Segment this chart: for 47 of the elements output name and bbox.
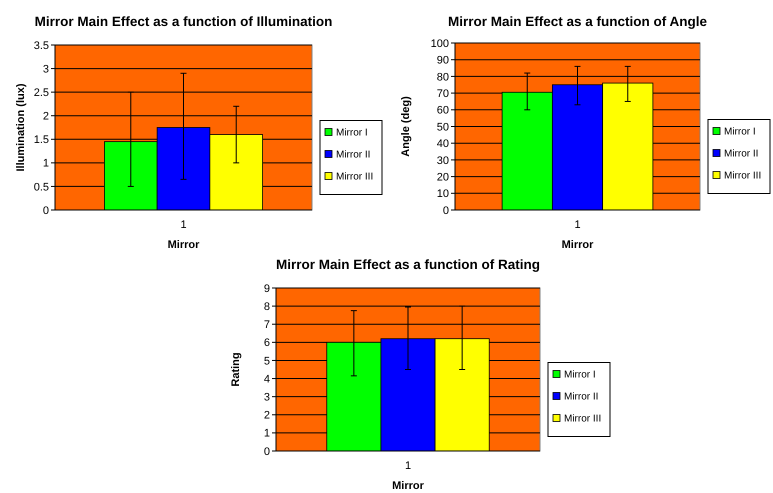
- y-tick-label: 0: [42, 204, 49, 217]
- chart-title: Mirror Main Effect as a function of Angle: [448, 14, 708, 29]
- y-tick-label: 9: [264, 282, 270, 295]
- y-tick-label: 3.5: [34, 40, 49, 52]
- y-tick-label: 20: [436, 171, 449, 184]
- y-tick-label: 80: [436, 71, 449, 84]
- y-tick-label: 2: [42, 110, 49, 123]
- legend-label: Mirror III: [564, 414, 602, 424]
- legend-label: Mirror II: [336, 150, 370, 160]
- y-tick-label: 40: [436, 138, 449, 150]
- legend-label: Mirror III: [336, 172, 374, 182]
- legend-label: Mirror I: [724, 126, 756, 138]
- y-tick-label: 0: [264, 446, 270, 458]
- y-axis-title: Illumination (lux): [15, 83, 27, 172]
- y-tick-label: 6: [264, 337, 270, 350]
- chart-title: Mirror Main Effect as a function of Illumination: [34, 14, 332, 29]
- y-axis-title: Rating: [230, 352, 242, 387]
- y-tick-label: 1: [264, 428, 270, 440]
- y-tick-label: 1: [42, 158, 49, 170]
- y-tick-label: 30: [436, 154, 449, 167]
- y-tick-label: 5: [264, 355, 270, 368]
- y-tick-label: 4: [264, 373, 270, 386]
- y-tick-label: 0.5: [34, 181, 49, 194]
- legend-label: Mirror I: [336, 128, 368, 138]
- y-tick-label: 2.5: [34, 86, 49, 99]
- legend-label: Mirror I: [564, 370, 596, 380]
- y-tick-label: 8: [264, 300, 270, 313]
- y-tick-label: 7: [264, 319, 270, 332]
- x-axis-title: Mirror: [392, 480, 425, 492]
- y-tick-label: 90: [436, 54, 449, 67]
- legend-label: Mirror II: [564, 392, 598, 402]
- x-axis-title: Mirror: [168, 239, 200, 251]
- legend-label: Mirror III: [724, 170, 762, 182]
- y-tick-label: 2: [264, 410, 270, 422]
- y-tick-label: 3: [264, 392, 270, 404]
- y-tick-label: 50: [436, 121, 449, 134]
- y-tick-label: 60: [436, 104, 449, 117]
- y-tick-label: 0: [442, 204, 449, 217]
- x-axis-title: Mirror: [562, 239, 594, 251]
- y-tick-label: 10: [436, 188, 449, 200]
- legend-label: Mirror II: [724, 148, 758, 160]
- y-axis-title: Angle (deg): [400, 96, 412, 157]
- y-tick-label: 70: [436, 88, 449, 100]
- y-tick-label: 100: [430, 38, 449, 50]
- y-tick-label: 3: [42, 63, 49, 76]
- chart-title: Mirror Main Effect as a function of Rating: [276, 257, 540, 272]
- y-tick-label: 1.5: [34, 134, 49, 146]
